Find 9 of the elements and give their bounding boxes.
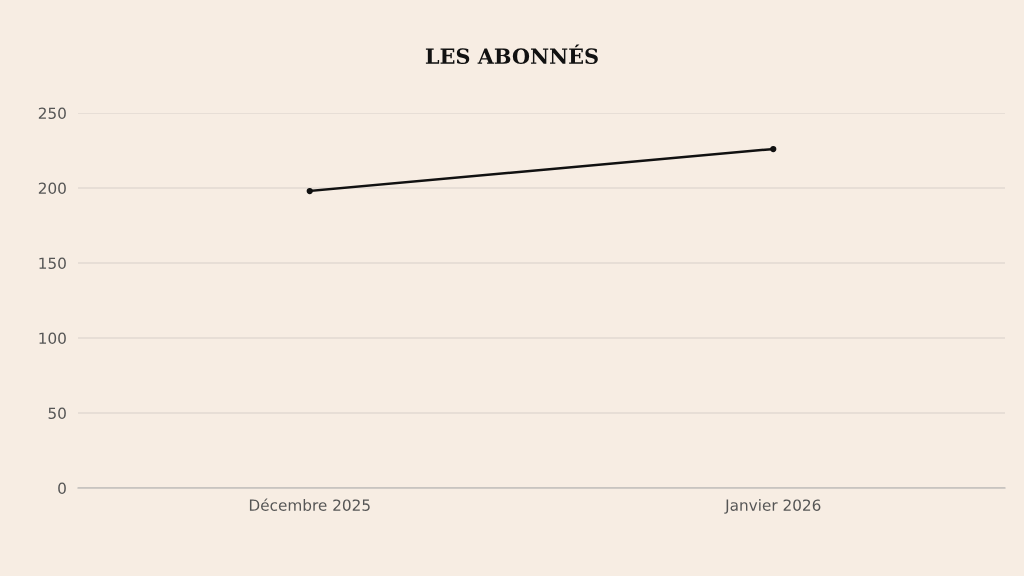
x-tick-label: Janvier 2026 <box>724 499 821 514</box>
y-tick-label: 0 <box>58 482 66 495</box>
y-tick-label: 100 <box>39 332 66 345</box>
y-tick-label: 150 <box>39 257 66 270</box>
y-tick-label: 200 <box>38 182 66 195</box>
chart-title: LES ABONNÉS <box>425 44 598 65</box>
x-tick-label: Décembre 2025 <box>249 498 370 511</box>
y-tick-label: 50 <box>48 407 66 420</box>
y-tick-label: 250 <box>38 107 66 120</box>
